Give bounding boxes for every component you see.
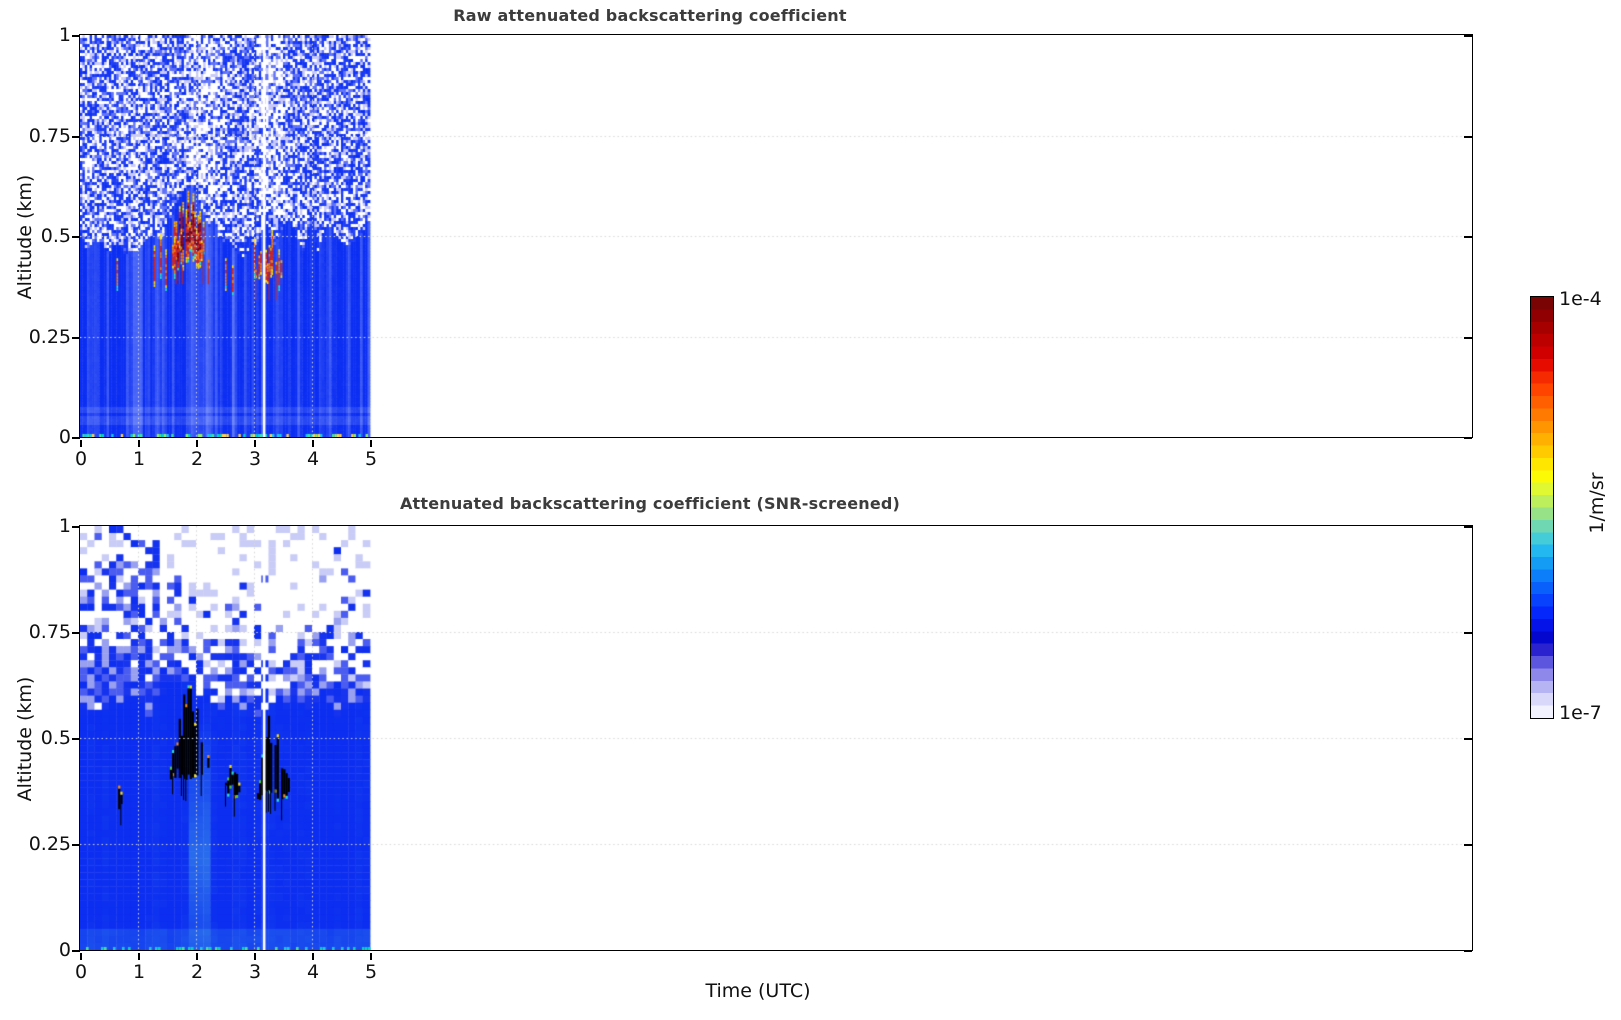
raw-backscatter-plot	[79, 34, 1473, 438]
screened-backscatter-plot	[79, 525, 1473, 951]
y-tick-mark	[72, 526, 80, 528]
x-tick-mark	[196, 953, 198, 960]
x-tick-label: 0	[74, 448, 88, 470]
x-tick-label: 3	[248, 961, 262, 983]
x-tick-label: 4	[306, 448, 320, 470]
y-tick-label: 0.75	[28, 621, 71, 643]
y-tick-label: 0.25	[28, 325, 71, 348]
y-tick-mark-right	[1464, 437, 1472, 439]
y-tick-mark	[72, 336, 80, 339]
y-tick-mark-right	[1464, 738, 1472, 740]
y-tick-mark	[72, 632, 80, 634]
x-tick-label: 0	[74, 961, 88, 983]
y-tick-mark-right	[1464, 950, 1472, 952]
y-tick-label: 0.5	[40, 727, 71, 749]
x-tick-mark	[138, 953, 140, 960]
raw-chart-title: Raw attenuated backscattering coefficien…	[453, 6, 847, 25]
x-tick-mark	[80, 440, 82, 447]
x-tick-label: 2	[190, 448, 204, 470]
y-tick-mark	[72, 738, 80, 740]
x-tick-mark	[196, 440, 198, 447]
y-tick-label: 0.25	[28, 833, 71, 855]
y-tick-label: 1	[58, 24, 71, 46]
y-tick-mark	[72, 35, 80, 37]
y-tick-mark-right	[1464, 336, 1472, 339]
x-tick-mark	[254, 953, 256, 960]
y-tick-label: 1	[58, 515, 71, 537]
x-tick-mark	[370, 440, 372, 447]
y-tick-mark-right	[1464, 844, 1472, 846]
colorbar-min-label: 1e-7	[1559, 702, 1602, 724]
y-tick-mark	[72, 950, 80, 952]
x-tick-mark	[254, 440, 256, 447]
x-tick-mark	[370, 953, 372, 960]
colorbar	[1530, 296, 1554, 719]
x-tick-label: 3	[248, 448, 262, 470]
y-tick-label: 0.5	[40, 225, 71, 247]
x-tick-mark	[312, 953, 314, 960]
x-tick-label: 2	[190, 961, 204, 983]
colorbar-unit-label: 1/m/sr	[1586, 472, 1608, 534]
y-tick-mark-right	[1464, 135, 1472, 138]
x-tick-label: 4	[306, 961, 320, 983]
y-tick-mark-right	[1464, 35, 1472, 37]
x-tick-label: 5	[364, 448, 378, 470]
y-tick-mark	[72, 236, 80, 238]
x-tick-mark	[312, 440, 314, 447]
y-tick-mark-right	[1464, 632, 1472, 634]
y-tick-mark	[72, 437, 80, 439]
x-tick-mark	[80, 953, 82, 960]
x-axis-label: Time (UTC)	[705, 980, 811, 1002]
colorbar-max-label: 1e-4	[1559, 288, 1602, 310]
y-tick-mark-right	[1464, 526, 1472, 528]
y-tick-mark	[72, 135, 80, 138]
y-tick-label: 0	[58, 426, 71, 448]
x-tick-label: 1	[132, 961, 146, 983]
screened-heatmap-canvas	[80, 526, 1472, 950]
y-tick-label: 0	[58, 939, 71, 961]
screened-chart-title: Attenuated backscattering coefficient (S…	[399, 494, 901, 513]
x-tick-mark	[138, 440, 140, 447]
x-tick-label: 1	[132, 448, 146, 470]
raw-heatmap-canvas	[80, 35, 1472, 437]
y-tick-mark	[72, 844, 80, 846]
x-tick-label: 5	[364, 961, 378, 983]
y-tick-label: 0.75	[28, 124, 71, 147]
y-tick-mark-right	[1464, 236, 1472, 238]
